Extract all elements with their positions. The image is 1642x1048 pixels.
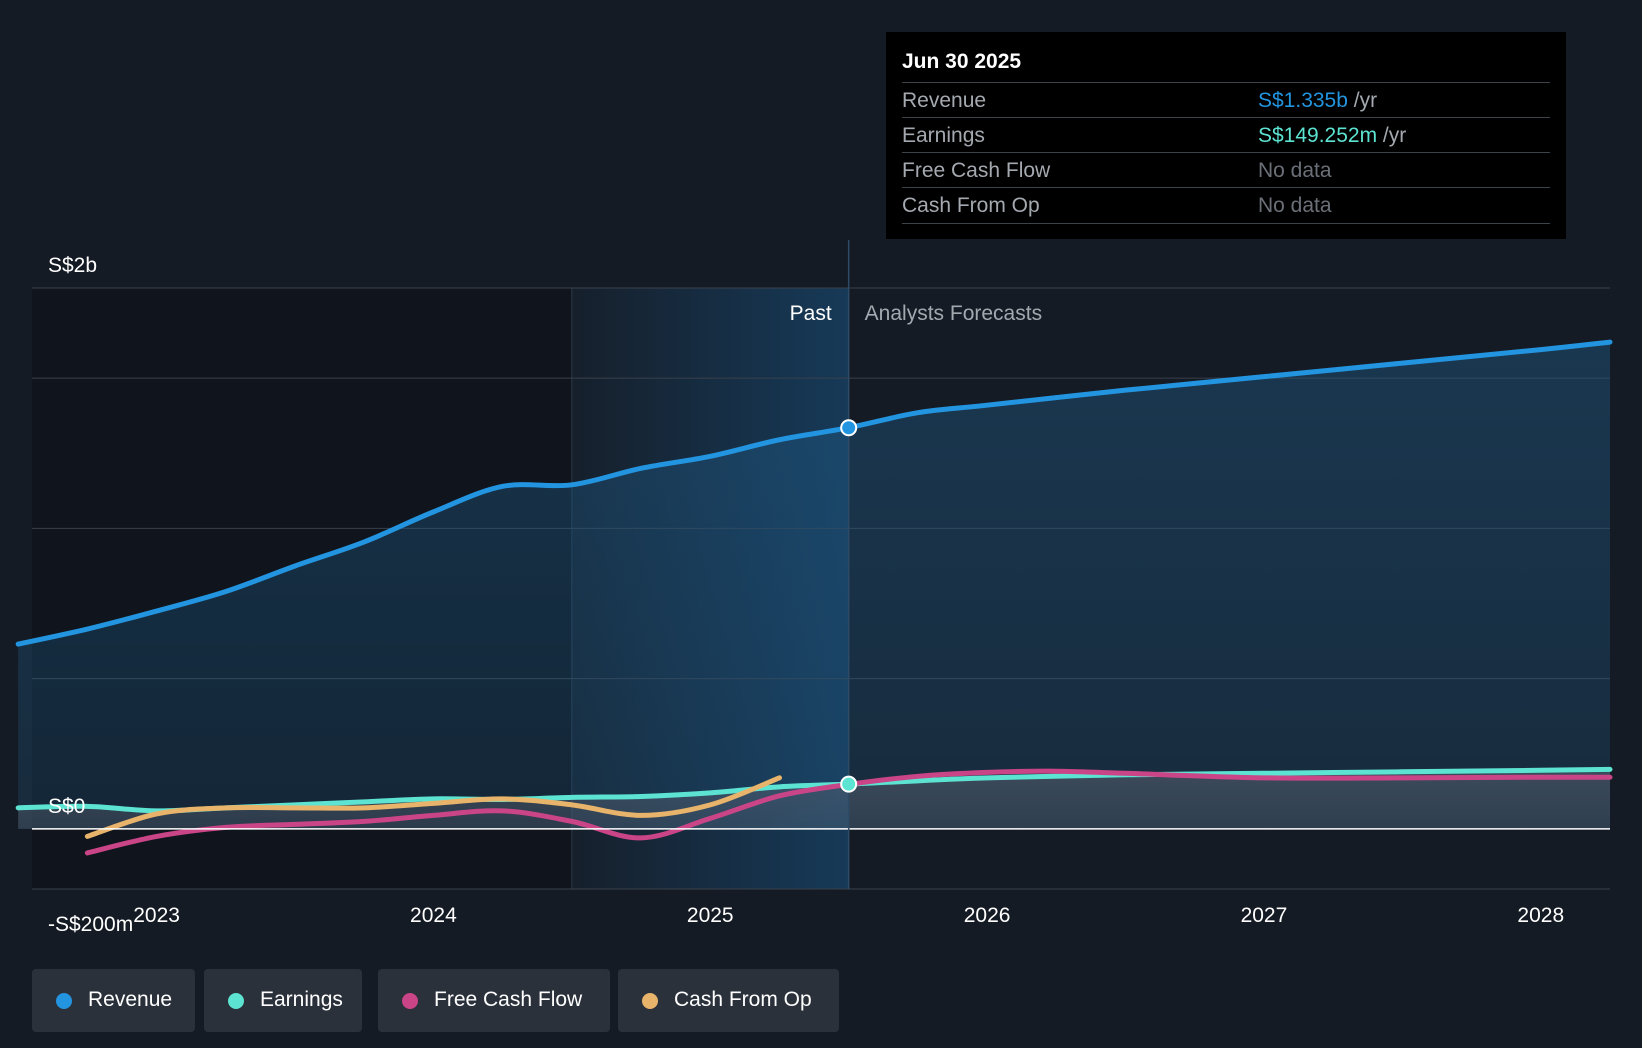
x-tick-label: 2026	[964, 904, 1011, 927]
tooltip-row-free-cash-flow: Free Cash Flow No data	[902, 152, 1550, 188]
data-tooltip: Jun 30 2025 Revenue S$1.335b /yr Earning…	[886, 32, 1566, 239]
free-cash-flow-line	[84, 768, 1613, 856]
revenue-marker	[840, 419, 858, 437]
forecast-label: Analysts Forecasts	[865, 302, 1042, 325]
y-axis-label: S$2b	[48, 254, 97, 277]
tooltip-value: No data	[1258, 194, 1332, 217]
y-axis-label: -S$200m	[48, 913, 133, 936]
tooltip-label: Cash From Op	[902, 194, 1040, 217]
tooltip-value: S$1.335b /yr	[1258, 89, 1378, 112]
legend-item-free-cash-flow[interactable]: Free Cash Flow	[378, 969, 610, 1032]
cash-from-op-dot-icon	[642, 993, 658, 1009]
tooltip-row-earnings: Earnings S$149.252m /yr	[902, 117, 1550, 153]
tooltip-label: Free Cash Flow	[902, 159, 1051, 182]
past-label: Past	[790, 302, 832, 325]
revenue-line	[15, 339, 1613, 647]
legend-label: Revenue	[88, 988, 173, 1011]
x-tick-label: 2024	[410, 904, 457, 927]
earnings-marker	[840, 775, 858, 793]
legend-item-earnings[interactable]: Earnings	[204, 969, 362, 1032]
tooltip-label: Earnings	[902, 124, 985, 147]
tooltip-value: S$149.252m /yr	[1258, 124, 1407, 147]
tooltip-row-revenue: Revenue S$1.335b /yr	[902, 82, 1550, 118]
tooltip-row-cash-from-op: Cash From Op No data	[902, 187, 1550, 224]
x-tick-label: 2027	[1241, 904, 1288, 927]
legend-label: Cash From Op	[674, 988, 812, 1011]
free-cash-flow-dot-icon	[402, 993, 418, 1009]
legend-label: Earnings	[260, 988, 343, 1011]
legend-item-revenue[interactable]: Revenue	[32, 969, 195, 1032]
tooltip-date: Jun 30 2025	[902, 50, 1022, 73]
earnings-area	[18, 769, 1611, 829]
legend-item-cash-from-op[interactable]: Cash From Op	[618, 969, 839, 1032]
tooltip-value: No data	[1258, 159, 1332, 182]
x-tick-label: 2025	[687, 904, 734, 927]
revenue-area	[18, 342, 1611, 829]
x-tick-label: 2028	[1517, 904, 1564, 927]
x-tick-label: 2023	[133, 904, 180, 927]
revenue-dot-icon	[56, 993, 72, 1009]
tooltip-label: Revenue	[902, 89, 987, 112]
cash-from-op-line	[84, 775, 782, 839]
y-axis-label: S$0	[48, 795, 85, 818]
legend-label: Free Cash Flow	[434, 988, 583, 1011]
earnings-dot-icon	[228, 993, 244, 1009]
